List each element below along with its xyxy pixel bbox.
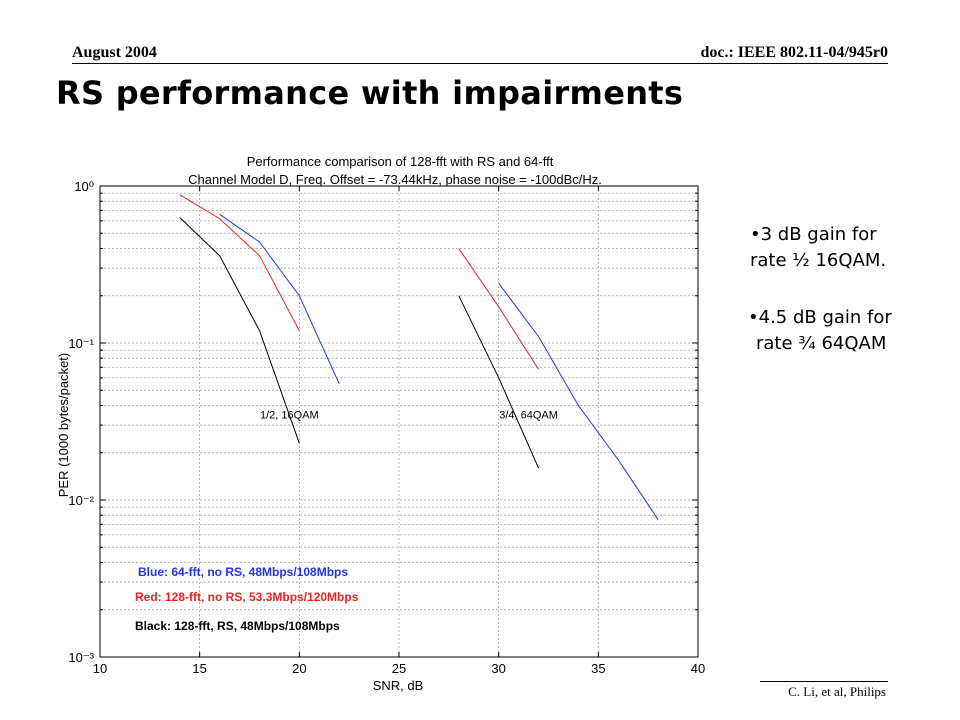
header-rule — [72, 63, 888, 64]
series-line-2 — [179, 194, 300, 331]
x-tick-label: 40 — [691, 661, 705, 676]
series-line-3 — [458, 248, 539, 370]
slide-title: RS performance with impairments — [56, 74, 684, 112]
y-tick-label: 10⁻² — [68, 493, 94, 508]
series-line-1 — [498, 283, 659, 520]
y-tick-label: 10⁰ — [74, 179, 94, 194]
note-16qam-line1: •3 dB gain for — [750, 224, 877, 245]
series-line-5 — [458, 295, 539, 469]
note-16qam-line2: rate ½ 16QAM. — [750, 250, 887, 271]
x-tick-label: 35 — [591, 661, 605, 676]
annotation-16qam: 1/2, 16QAM — [260, 410, 319, 422]
x-axis-label: SNR, dB — [373, 678, 424, 693]
header-date: August 2004 — [72, 44, 157, 61]
x-tick-label: 10 — [93, 661, 107, 676]
note-64qam-line1: •4.5 dB gain for — [748, 307, 892, 328]
note-64qam-gain: •4.5 dB gain for rate ¾ 64QAM — [748, 305, 892, 357]
note-64qam-line2: rate ¾ 64QAM — [756, 333, 887, 354]
x-tick-label: 30 — [491, 661, 505, 676]
legend-entry-black: Black: 128-fft, RS, 48Mbps/108Mbps — [135, 619, 340, 633]
note-16qam-gain: •3 dB gain for rate ½ 16QAM. — [750, 222, 886, 274]
series-line-4 — [179, 217, 300, 444]
annotation-64qam: 3/4, 64QAM — [499, 410, 558, 422]
footer-author: C. Li, et al, Philips — [788, 684, 886, 699]
series-line-0 — [219, 213, 340, 385]
chart-lines — [179, 194, 659, 520]
y-tick-label: 10⁻³ — [68, 650, 94, 665]
legend-entry-blue: Blue: 64-fft, no RS, 48Mbps/108Mbps — [138, 565, 348, 579]
chart-title: Performance comparison of 128-fft with R… — [247, 154, 554, 169]
y-tick-label: 10⁻¹ — [68, 336, 94, 351]
x-tick-label: 25 — [392, 661, 406, 676]
x-tick-label: 20 — [292, 661, 306, 676]
axis-ticks: 10 15 20 25 30 35 40 10⁻³ 10⁻² 10⁻¹ 10⁰ — [68, 179, 705, 676]
chart-subtitle: Channel Model D, Freq. Offset = -73.44kH… — [188, 172, 602, 187]
y-axis-label: PER (1000 bytes/packet) — [56, 353, 71, 498]
x-tick-label: 15 — [192, 661, 206, 676]
footer-rule — [760, 681, 888, 682]
header-doc-id: doc.: IEEE 802.11-04/945r0 — [700, 44, 888, 61]
chart-grid — [100, 186, 698, 657]
legend-entry-red: Red: 128-fft, no RS, 53.3Mbps/120Mbps — [135, 590, 359, 604]
